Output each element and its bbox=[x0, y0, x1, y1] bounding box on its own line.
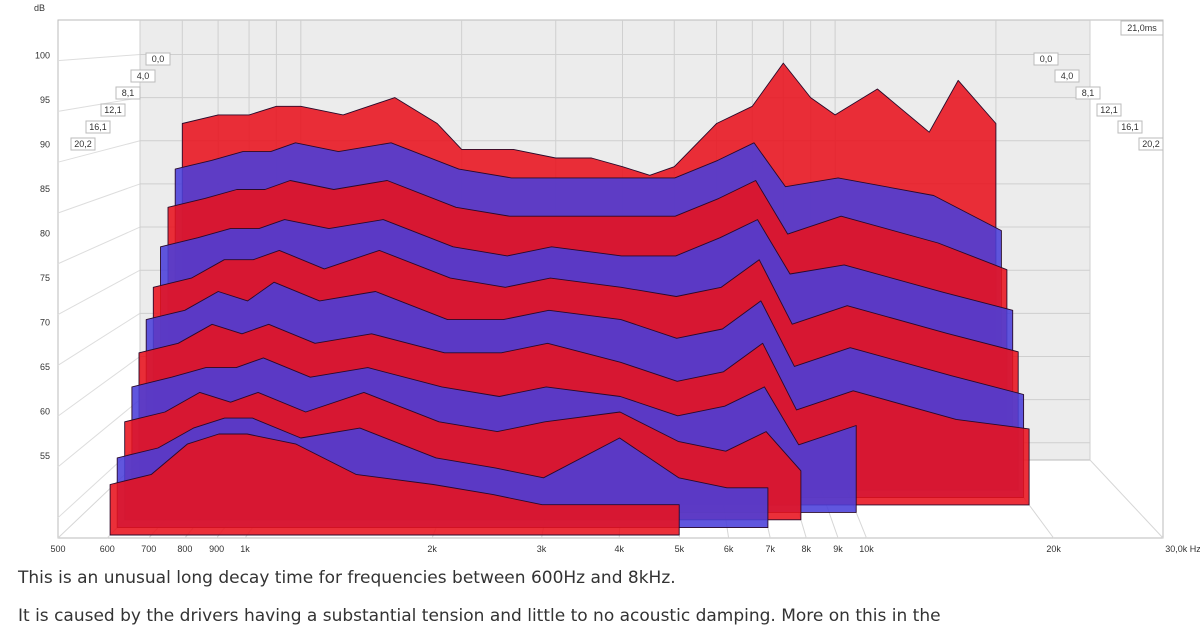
x-tick-label: 3k bbox=[537, 544, 547, 554]
x-tick-label: 30,0k Hz bbox=[1165, 544, 1200, 554]
x-tick-label: 700 bbox=[141, 544, 156, 554]
time-max-box: 21,0ms bbox=[1120, 20, 1164, 36]
x-tick-label: 500 bbox=[50, 544, 65, 554]
y-tick-label: 70 bbox=[40, 318, 50, 328]
time-tick-label-left: 12,1 bbox=[104, 105, 122, 115]
grid-line-side bbox=[57, 356, 141, 417]
time-max-label: 21,0ms bbox=[1127, 23, 1157, 33]
y-tick-label: 75 bbox=[40, 273, 50, 283]
time-tick-box-right bbox=[1096, 103, 1122, 117]
y-tick-label: 55 bbox=[40, 451, 50, 461]
time-tick-box-left bbox=[145, 52, 171, 66]
time-tick-label-left: 4,0 bbox=[137, 71, 150, 81]
x-tick-label: 5k bbox=[675, 544, 685, 554]
grid-line-side bbox=[57, 140, 141, 163]
time-tick-label-left: 0,0 bbox=[152, 54, 165, 64]
y-tick-label: 80 bbox=[40, 229, 50, 239]
caption-line-2: It is caused by the drivers having a sub… bbox=[18, 606, 941, 626]
time-tick-box-right bbox=[1138, 137, 1164, 151]
time-tick-box-left bbox=[130, 69, 156, 83]
time-tick-label-right: 4,0 bbox=[1061, 71, 1074, 81]
time-tick-box-right bbox=[1054, 69, 1080, 83]
x-tick-label: 800 bbox=[177, 544, 192, 554]
grid-line-side bbox=[57, 54, 141, 62]
time-tick-label-left: 8,1 bbox=[122, 88, 135, 98]
x-tick-label: 6k bbox=[724, 544, 734, 554]
grid-line-side bbox=[57, 312, 141, 366]
time-tick-box-right bbox=[1033, 52, 1059, 66]
y-tick-label: 85 bbox=[40, 184, 50, 194]
y-axis: 55 60 65 70 75 80 85 90 95 100 bbox=[35, 51, 50, 462]
time-tick-label-left: 16,1 bbox=[89, 122, 107, 132]
time-tick-label-right: 8,1 bbox=[1082, 88, 1095, 98]
x-axis: 500 600 700 800 900 1k 2k 3k 4k 5k 6k 7k 8k 9k 10k 20k 3… bbox=[50, 544, 1200, 554]
time-tick-label-right: 20,2 bbox=[1142, 139, 1160, 149]
time-tick-box-left bbox=[70, 137, 96, 151]
grid-line-side bbox=[57, 97, 141, 112]
grid-line-side bbox=[57, 183, 141, 214]
grid-line-side bbox=[57, 226, 141, 265]
grid-line-floor bbox=[1089, 459, 1164, 539]
y-tick-label: 100 bbox=[35, 51, 50, 61]
x-tick-label: 9k bbox=[833, 544, 843, 554]
time-tick-label-right: 12,1 bbox=[1100, 105, 1118, 115]
grid-line-side bbox=[57, 269, 141, 315]
x-tick-label: 10k bbox=[859, 544, 874, 554]
time-tick-box-right bbox=[1075, 86, 1101, 100]
y-tick-label: 95 bbox=[40, 95, 50, 105]
x-tick-label: 4k bbox=[614, 544, 624, 554]
time-tick-box-left bbox=[85, 120, 111, 134]
time-tick-label-right: 0,0 bbox=[1040, 54, 1053, 64]
caption-line-1: This is an unusual long decay time for f… bbox=[18, 568, 676, 588]
x-tick-label: 7k bbox=[765, 544, 775, 554]
x-tick-label: 8k bbox=[802, 544, 812, 554]
y-tick-label: 60 bbox=[40, 407, 50, 417]
x-tick-label: 900 bbox=[209, 544, 224, 554]
x-tick-label: 20k bbox=[1046, 544, 1061, 554]
x-tick-label: 1k bbox=[240, 544, 250, 554]
time-tick-box-left bbox=[115, 86, 141, 100]
time-tick-box-left bbox=[100, 103, 126, 117]
waterfall-slices bbox=[109, 62, 1030, 536]
grid-line-side bbox=[57, 399, 141, 468]
waterfall-slice bbox=[109, 433, 680, 536]
x-tick-label: 2k bbox=[427, 544, 437, 554]
y-tick-label: 65 bbox=[40, 362, 50, 372]
y-tick-label: 90 bbox=[40, 140, 50, 150]
time-tick-label-left: 20,2 bbox=[74, 139, 92, 149]
time-axis: 0,0 0,04,0 4,08,1 8,112,1 12,116,1 16,120,2 20… bbox=[70, 52, 1164, 151]
waterfall-chart: 55 60 65 70 75 80 85 90 95 100 500 600 700 800 900 1k 2… bbox=[34, 3, 1200, 554]
time-tick-box-right bbox=[1117, 120, 1143, 134]
x-tick-label: 600 bbox=[100, 544, 115, 554]
y-axis-label: dB bbox=[34, 3, 45, 13]
time-tick-label-right: 16,1 bbox=[1121, 122, 1139, 132]
